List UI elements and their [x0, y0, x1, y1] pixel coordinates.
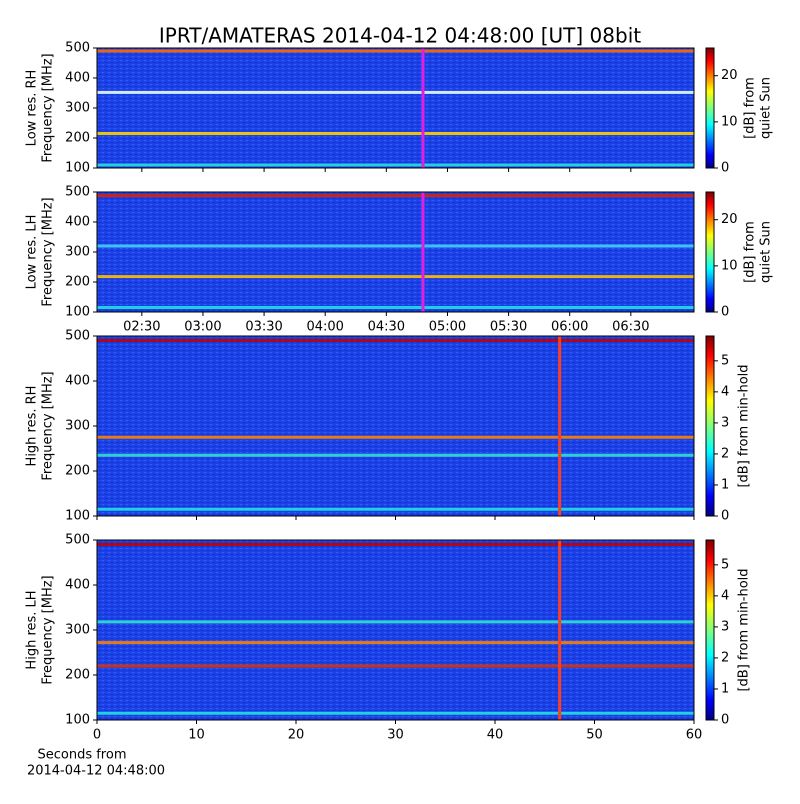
colorbar-label: quiet Sun	[759, 221, 774, 283]
colorbar	[705, 47, 715, 169]
emission-band	[97, 339, 694, 342]
x-tick-label: 05:00	[429, 320, 466, 335]
y-axis-label: Frequency [MHz]	[41, 197, 56, 306]
colorbar-label: [dB] from	[743, 221, 758, 283]
y-tick-label: 100	[65, 161, 90, 176]
emission-band	[97, 543, 694, 546]
emission-band	[97, 132, 694, 135]
spectrogram-image	[97, 540, 694, 720]
colorbar-tick-label: 1	[721, 477, 729, 492]
y-axis-label: Low res. LH	[25, 215, 40, 290]
emission-band	[97, 306, 694, 309]
x-tick-label: 06:00	[551, 320, 588, 335]
colorbar-tick-label: 0	[721, 305, 729, 320]
emission-band	[97, 641, 694, 645]
y-tick-label: 300	[65, 419, 90, 434]
x-tick-label: 06:30	[612, 320, 649, 335]
y-tick-label: 300	[65, 245, 90, 260]
x-tick-label: 05:30	[490, 320, 527, 335]
x-tick-label: 10	[188, 728, 205, 743]
colorbar-tick-label: 10	[721, 114, 738, 129]
y-tick-label: 200	[65, 668, 90, 683]
y-tick-label: 200	[65, 275, 90, 290]
chart-title: IPRT/AMATERAS 2014-04-12 04:48:00 [UT] 0…	[159, 24, 641, 48]
emission-band	[97, 194, 694, 198]
y-axis-label: High res. LH	[25, 590, 40, 669]
y-tick-label: 100	[65, 305, 90, 320]
colorbar-tick-label: 5	[721, 353, 729, 368]
colorbar-label: [dB] from	[743, 77, 758, 139]
emission-band	[97, 275, 694, 279]
colorbar-tick-label: 10	[721, 258, 738, 273]
emission-band	[97, 507, 694, 511]
x-tick-label: 04:00	[306, 320, 343, 335]
colorbar	[705, 335, 715, 517]
y-tick-label: 100	[65, 509, 90, 524]
emission-band	[97, 435, 694, 439]
y-tick-label: 100	[65, 713, 90, 728]
x-tick-label: 03:30	[245, 320, 282, 335]
y-tick-label: 400	[65, 374, 90, 389]
colorbar-tick-label: 0	[721, 509, 729, 524]
spectrogram-image	[97, 192, 694, 312]
y-tick-label: 300	[65, 623, 90, 638]
y-tick-label: 500	[65, 533, 90, 548]
colorbar-tick-label: 4	[721, 588, 729, 603]
y-tick-label: 300	[65, 101, 90, 116]
y-axis-label: Frequency [MHz]	[41, 53, 56, 162]
colorbar-tick-label: 5	[721, 557, 729, 572]
colorbar-tick-label: 2	[721, 650, 729, 665]
x-tick-label: 40	[487, 728, 504, 743]
x-tick-label: 04:30	[368, 320, 405, 335]
colorbar-tick-label: 0	[721, 161, 729, 176]
x-axis-label: 2014-04-12 04:48:00	[27, 764, 165, 779]
spectrogram-image	[97, 336, 694, 516]
colorbar-tick-label: 20	[721, 68, 738, 83]
x-tick-label: 0	[93, 728, 101, 743]
x-tick-label: 20	[288, 728, 305, 743]
emission-band	[97, 453, 694, 457]
colorbar-tick-label: 20	[721, 212, 738, 227]
emission-band	[97, 49, 694, 53]
y-axis-label: Low res. RH	[25, 70, 40, 147]
y-tick-label: 500	[65, 41, 90, 56]
y-tick-label: 400	[65, 578, 90, 593]
x-tick-label: 30	[387, 728, 404, 743]
emission-band	[97, 244, 694, 248]
x-tick-label: 03:00	[184, 320, 221, 335]
emission-band	[97, 664, 694, 668]
emission-band	[97, 163, 694, 167]
colorbar	[705, 191, 715, 313]
x-tick-label: 50	[586, 728, 603, 743]
colorbar-tick-label: 2	[721, 446, 729, 461]
emission-band	[97, 90, 694, 94]
colorbar-label: [dB] from min-hold	[737, 364, 752, 487]
colorbar-tick-label: 0	[721, 713, 729, 728]
colorbar	[705, 539, 715, 721]
y-tick-label: 400	[65, 71, 90, 86]
y-tick-label: 400	[65, 215, 90, 230]
colorbar-label: quiet Sun	[759, 77, 774, 139]
y-tick-label: 200	[65, 464, 90, 479]
colorbar-tick-label: 3	[721, 619, 729, 634]
y-axis-label: Frequency [MHz]	[41, 371, 56, 480]
x-tick-label: 02:30	[123, 320, 160, 335]
y-tick-label: 500	[65, 185, 90, 200]
x-tick-label: 60	[686, 728, 703, 743]
colorbar-tick-label: 4	[721, 384, 729, 399]
x-axis-label: Seconds from	[37, 748, 126, 763]
colorbar-tick-label: 1	[721, 681, 729, 696]
colorbar-tick-label: 3	[721, 415, 729, 430]
y-axis-label: High res. RH	[25, 386, 40, 467]
y-axis-label: Frequency [MHz]	[41, 575, 56, 684]
y-tick-label: 500	[65, 329, 90, 344]
colorbar-label: [dB] from min-hold	[737, 568, 752, 691]
emission-band	[97, 620, 694, 624]
spectrogram-image	[97, 48, 694, 168]
y-tick-label: 200	[65, 131, 90, 146]
emission-band	[97, 711, 694, 715]
